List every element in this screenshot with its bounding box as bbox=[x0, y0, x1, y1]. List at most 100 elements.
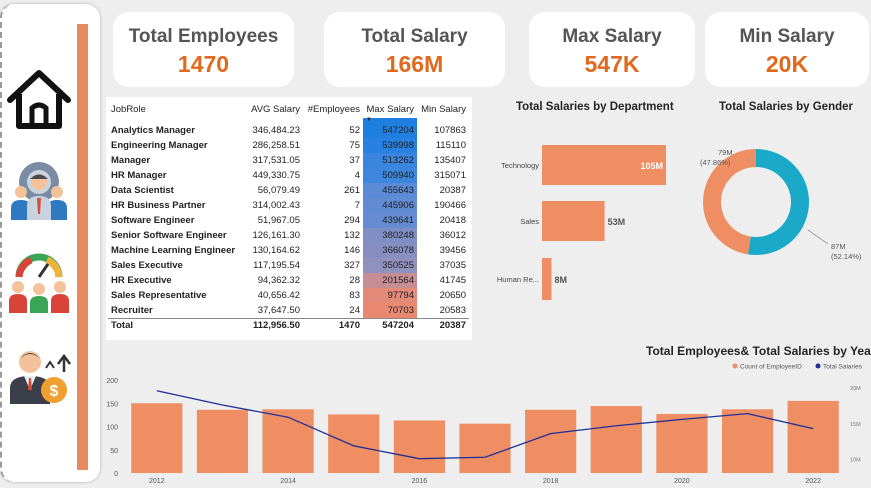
donut-slice-percent-label: (47.86%) bbox=[700, 158, 731, 167]
table-row[interactable]: Software Engineer 51,967.05 294 439641 20418 bbox=[108, 213, 469, 228]
table-cell-avg: 346,484.23 bbox=[252, 125, 300, 136]
table-row[interactable]: Recruiter 37,647.50 24 70703 20583 bbox=[108, 303, 469, 318]
table-cell-count: 52 bbox=[349, 125, 360, 136]
y2-tick-label: 20M bbox=[850, 386, 861, 392]
table-row[interactable]: Engineering Manager 286,258.51 75 539998 115… bbox=[108, 138, 469, 153]
donut-slice[interactable] bbox=[703, 149, 756, 255]
table-cell-count: 261 bbox=[344, 185, 360, 196]
gender-chart-title: Total Salaries by Gender bbox=[719, 101, 854, 113]
year-bar[interactable] bbox=[262, 409, 314, 473]
table-cell-avg: 40,656.42 bbox=[257, 290, 300, 301]
table-row[interactable]: Data Scientist 56,079.49 261 455643 20387 bbox=[108, 183, 469, 198]
column-header[interactable]: AVG Salary bbox=[251, 103, 300, 115]
table-cell-role: Manager bbox=[111, 155, 151, 166]
y-tick-label: 150 bbox=[106, 401, 118, 408]
kpi-label: Total Salary bbox=[361, 26, 468, 47]
y-tick-label: 200 bbox=[106, 378, 118, 385]
column-header[interactable]: #Employees bbox=[307, 103, 360, 115]
dept-bar[interactable] bbox=[542, 201, 605, 241]
table-row[interactable]: Sales Representative 40,656.42 83 97794 2065… bbox=[108, 288, 469, 303]
table-cell-role: HR Executive bbox=[111, 275, 172, 286]
table-cell-role: Engineering Manager bbox=[111, 140, 208, 151]
donut-slice[interactable] bbox=[748, 149, 809, 255]
table-cell-count: 37 bbox=[349, 155, 360, 166]
sidebar-accent-bar bbox=[77, 24, 88, 470]
table-cell-avg: 56,079.49 bbox=[257, 185, 300, 196]
dept-value-label: 8M bbox=[554, 275, 567, 285]
table-cell-min: 20650 bbox=[439, 290, 466, 301]
year-bar[interactable] bbox=[525, 409, 577, 473]
kpi-total-employees: Total Employees 1470 bbox=[113, 12, 294, 87]
table-row[interactable]: Analytics Manager 346,484.23 52 547204 10786… bbox=[108, 118, 469, 138]
table-cell-max: 70703 bbox=[363, 303, 417, 318]
table-cell-avg: 117,195.54 bbox=[253, 260, 300, 271]
table-row[interactable]: HR Manager 449,330.75 4 509940 315071 bbox=[108, 168, 469, 183]
table-cell-role: HR Business Partner bbox=[111, 200, 206, 211]
dept-category-label: Sales bbox=[520, 217, 539, 226]
year-bar[interactable] bbox=[459, 423, 511, 473]
kpi-value: 166M bbox=[385, 51, 444, 77]
legend-label: Total Salaries bbox=[823, 364, 863, 371]
y2-tick-label: 10M bbox=[850, 458, 861, 464]
table-cell-role: Analytics Manager bbox=[111, 125, 195, 136]
jobrole-table: JobRole AVG Salary #Employees Max Salary… bbox=[108, 100, 469, 333]
column-header-label: Max Salary bbox=[366, 103, 414, 115]
table-cell-max: 509940 bbox=[363, 168, 417, 183]
dept-salary-chart: Technology 105M Sales 53M Human Re... 8M bbox=[497, 145, 666, 300]
column-header[interactable]: JobRole bbox=[111, 103, 146, 115]
table-cell-min: 20387 bbox=[439, 185, 466, 196]
table-cell-min: 36012 bbox=[439, 230, 466, 241]
table-cell-avg: 51,967.05 bbox=[257, 215, 300, 226]
kpi-total-salary: Total Salary 166M bbox=[324, 12, 505, 87]
home-icon[interactable] bbox=[6, 66, 72, 132]
year-bar[interactable] bbox=[656, 413, 708, 473]
dept-value-label: 105M bbox=[640, 161, 663, 171]
table-cell-min: 20418 bbox=[439, 215, 466, 226]
year-chart-title: Total Employees& Total Salaries by Year bbox=[646, 344, 871, 358]
year-bar[interactable] bbox=[131, 403, 183, 473]
column-header[interactable]: Min Salary bbox=[421, 103, 466, 115]
dept-bar[interactable] bbox=[542, 258, 552, 300]
year-bar[interactable] bbox=[787, 400, 839, 473]
table-cell-max: 201564 bbox=[363, 273, 417, 288]
table-cell-count: 294 bbox=[344, 215, 360, 226]
table-row[interactable]: Manager 317,531.05 37 513262 135407 bbox=[108, 153, 469, 168]
donut-slice-percent-label: (52.14%) bbox=[831, 252, 862, 261]
year-bar[interactable] bbox=[328, 414, 380, 473]
table-row[interactable]: HR Business Partner 314,002.43 7 445906 1904… bbox=[108, 198, 469, 213]
x-tick-label: 2014 bbox=[280, 478, 296, 485]
dept-chart-title: Total Salaries by Department bbox=[516, 101, 674, 113]
kpi-label: Max Salary bbox=[562, 26, 662, 47]
year-bar[interactable] bbox=[590, 406, 642, 473]
table-cell-role: Software Engineer bbox=[111, 215, 195, 226]
table-row[interactable]: Senior Software Engineer 126,161.30 132 380… bbox=[108, 228, 469, 243]
table-cell-avg: 130,164.62 bbox=[252, 245, 300, 256]
kpi-value: 1470 bbox=[177, 51, 230, 77]
sort-descending-icon[interactable]: ▼ bbox=[366, 117, 372, 123]
table-row[interactable]: Sales Executive 117,195.54 327 350525 37035 bbox=[108, 258, 469, 273]
table-cell-max: 439641 bbox=[363, 213, 417, 228]
dept-category-label: Technology bbox=[501, 161, 539, 170]
table-row[interactable]: Machine Learning Engineer 130,164.62 146 36… bbox=[108, 243, 469, 258]
year-bar[interactable] bbox=[721, 409, 774, 473]
table-row[interactable]: HR Executive 94,362.32 28 201564 41745 bbox=[108, 273, 469, 288]
x-tick-label: 2018 bbox=[543, 478, 559, 485]
table-cell-role: Machine Learning Engineer bbox=[111, 245, 236, 256]
column-header-sorted[interactable]: Max Salary ▼ bbox=[363, 100, 417, 124]
table-cell-avg: 126,161.30 bbox=[252, 230, 300, 241]
dept-bar[interactable] bbox=[542, 145, 666, 185]
table-body: Analytics Manager 346,484.23 52 547204 10786… bbox=[108, 118, 469, 333]
year-bar[interactable] bbox=[196, 409, 249, 473]
table-cell-count: 132 bbox=[344, 230, 360, 241]
x-tick-label: 2022 bbox=[805, 478, 821, 485]
person-gear-icon[interactable] bbox=[6, 158, 72, 224]
table-cell-max: 445906 bbox=[363, 198, 417, 213]
person-money-icon[interactable]: $ bbox=[6, 342, 72, 408]
table-cell-max: 380248 bbox=[363, 228, 417, 243]
table-total-min: 20387 bbox=[417, 317, 469, 333]
kpi-label: Total Employees bbox=[128, 26, 279, 47]
team-gauge-icon[interactable] bbox=[6, 251, 72, 317]
dept-value-label: 53M bbox=[608, 217, 626, 227]
salary-trend-line[interactable] bbox=[156, 390, 814, 460]
year-bar[interactable] bbox=[393, 420, 445, 473]
